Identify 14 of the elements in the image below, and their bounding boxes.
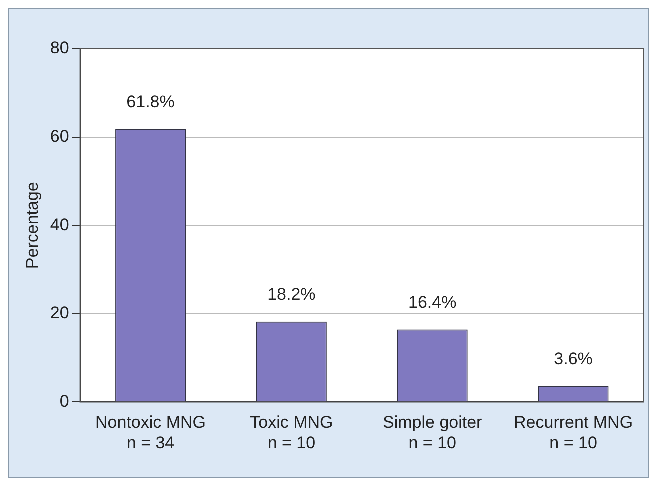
x-tick-label: Nontoxic MNG n = 34 [96, 413, 206, 452]
data-label: 3.6% [554, 349, 593, 368]
y-tick-label: 80 [50, 38, 70, 58]
x-tick-label: Recurrent MNG n = 10 [514, 413, 634, 452]
y-tick-label: 20 [50, 304, 70, 323]
y-tick-label: 40 [50, 215, 70, 234]
x-tick-label: Simple goiter n = 10 [383, 413, 483, 452]
data-label: 61.8% [126, 92, 175, 112]
y-tick-label: 0 [60, 392, 70, 411]
data-label: 18.2% [268, 285, 316, 304]
x-tick-label: Toxic MNG n = 10 [250, 413, 334, 452]
y-tick-label: 60 [50, 126, 70, 146]
y-axis-title: Percentage [22, 182, 42, 270]
data-label: 16.4% [408, 292, 457, 312]
